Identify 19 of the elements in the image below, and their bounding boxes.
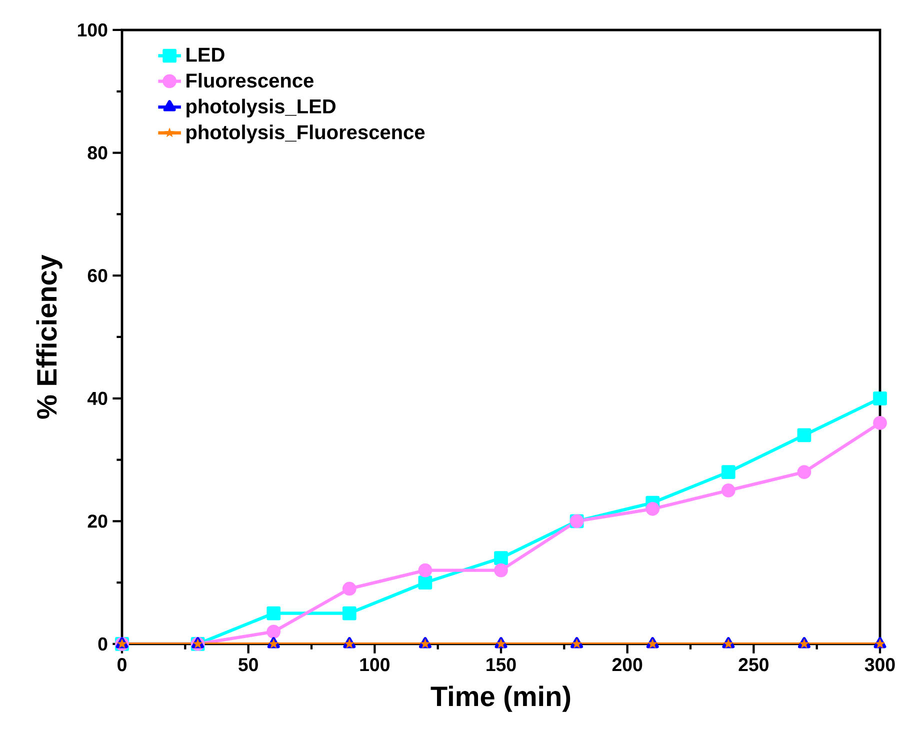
x-tick-label: 250 <box>738 658 768 672</box>
y-tick-label: 0 <box>98 637 108 651</box>
x-tick-label: 100 <box>360 658 390 672</box>
y-tick-label: 40 <box>87 392 108 405</box>
y-axis-title: % Efficiency <box>36 254 62 419</box>
x-tick-label: 300 <box>864 658 895 672</box>
y-tick-label: 80 <box>88 146 108 160</box>
y-tick-label: 60 <box>88 268 108 282</box>
legend-label: photolysis_Fluorescence <box>186 124 425 144</box>
legend-label: LED <box>186 48 224 62</box>
x-tick-label: 150 <box>486 658 516 672</box>
legend-label: photolysis_LED <box>186 98 336 118</box>
legend-label: Fluorescence <box>186 72 314 88</box>
x-axis-title: Time (min) <box>430 686 570 712</box>
x-tick-label: 0 <box>118 658 126 672</box>
x-tick-label: 50 <box>238 658 258 672</box>
x-tick-label: 200 <box>612 658 642 672</box>
y-tick-label: 20 <box>88 514 108 528</box>
y-tick-label: 100 <box>78 23 108 37</box>
